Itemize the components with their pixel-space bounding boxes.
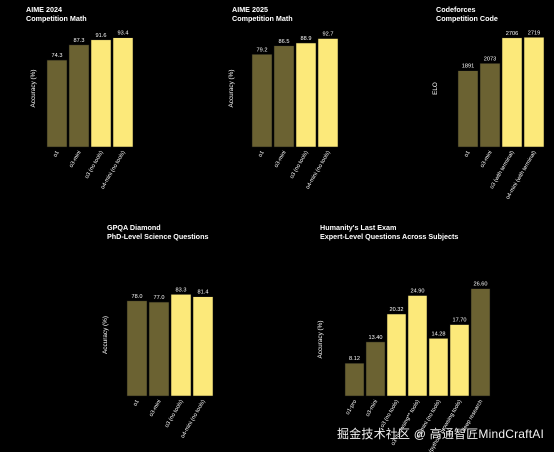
x-tick-label: o3-mini [148, 399, 162, 418]
data-label: 8.12 [349, 356, 360, 362]
bar [273, 45, 295, 148]
bar [344, 362, 365, 397]
chart-title: AIME 2024 [26, 5, 62, 14]
bar [407, 295, 428, 397]
x-tick-label: o4-mini (no tools) [100, 150, 127, 191]
bar [126, 300, 148, 397]
chart-subtitle: Competition Math [26, 14, 87, 23]
y-axis-label: Accuracy (%) [228, 70, 235, 108]
bar [449, 324, 470, 397]
data-label: 86.5 [279, 39, 290, 45]
bar [90, 39, 112, 148]
data-label: 2719 [528, 30, 540, 36]
data-label: 88.9 [301, 36, 312, 42]
data-label: 83.3 [176, 287, 187, 293]
x-tick-label: o1 [257, 150, 265, 158]
data-label: 2073 [484, 56, 496, 62]
chart-subtitle: PhD-Level Science Questions [107, 232, 208, 241]
bar [192, 296, 214, 397]
watermark: 掘金技术社区 @ 高通智匠MindCraftAI [336, 427, 544, 441]
bar [501, 37, 523, 148]
x-tick-label: o4-mini (no tools) [305, 150, 332, 191]
data-label: 2706 [506, 31, 518, 37]
chart-subtitle: Competition Math [232, 14, 293, 23]
bar [479, 63, 501, 148]
x-tick-label: o3-mini [68, 150, 82, 169]
x-tick-label: o4-mini (no tools) [180, 399, 207, 440]
chart-title: AIME 2025 [232, 5, 268, 14]
x-tick-label: o3-mini [273, 150, 287, 169]
data-label: 24.90 [411, 289, 425, 295]
y-axis-label: ELO [432, 82, 439, 95]
bar [148, 301, 170, 397]
bar [428, 338, 449, 397]
x-tick-label: o3 (no tools) [84, 150, 105, 180]
data-label: 79.2 [257, 47, 268, 53]
data-label: 91.6 [96, 33, 107, 39]
data-label: 1891 [462, 64, 474, 70]
x-tick-label: o1 [132, 399, 140, 407]
chart-subtitle: Expert-Level Questions Across Subjects [320, 232, 458, 241]
bar [46, 59, 68, 148]
bar [68, 44, 90, 148]
x-tick-label: o1 [463, 150, 471, 158]
bar [317, 38, 339, 148]
data-label: 74.3 [52, 53, 63, 59]
chart-title: Codeforces [436, 5, 476, 14]
bar [523, 37, 545, 148]
data-label: 78.0 [132, 294, 143, 300]
data-label: 13.40 [369, 335, 383, 341]
chart-subtitle: Competition Code [436, 14, 498, 23]
bar [470, 288, 491, 397]
x-tick-label: o1 [52, 150, 60, 158]
data-label: 93.4 [118, 31, 129, 37]
x-tick-label: o3 (no tools) [289, 150, 310, 180]
data-label: 92.7 [323, 32, 334, 38]
y-axis-label: Accuracy (%) [102, 316, 109, 354]
bar [365, 341, 386, 397]
bar [386, 313, 407, 397]
chart-title: Humanity's Last Exam [320, 223, 396, 232]
data-label: 14.28 [432, 331, 446, 337]
x-tick-label: o3 (no tools) [164, 399, 185, 429]
bar [112, 37, 134, 148]
data-label: 87.3 [74, 38, 85, 44]
data-label: 77.0 [154, 295, 165, 301]
data-label: 17.70 [453, 318, 467, 324]
x-tick-label: o3-mini [479, 150, 493, 169]
x-tick-label: o1-pro [345, 399, 358, 416]
bar [295, 42, 317, 148]
bar [170, 294, 192, 397]
data-label: 20.32 [390, 307, 404, 313]
bar [457, 70, 479, 148]
data-label: 81.4 [198, 290, 209, 296]
x-tick-label: o3-mini [365, 399, 379, 418]
chart-title: GPQA Diamond [107, 223, 161, 232]
y-axis-label: Accuracy (%) [317, 321, 324, 359]
y-axis-label: Accuracy (%) [30, 70, 37, 108]
bar [251, 54, 273, 148]
data-label: 26.60 [474, 282, 488, 288]
